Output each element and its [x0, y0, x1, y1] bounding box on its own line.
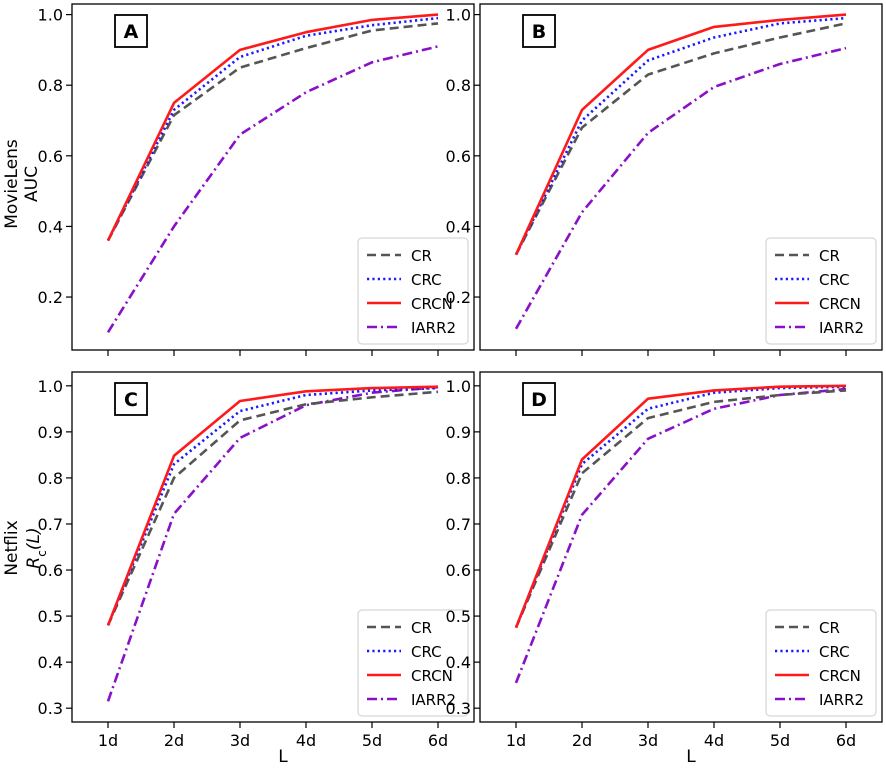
panel-d-series-crcn [514, 384, 847, 629]
panel-d-ytick-label: 0.7 [446, 515, 471, 534]
panel-c: 0.30.40.50.60.70.80.91.01d 2d 3d 4d 5d 6dCCRC… [38, 371, 475, 750]
panel-a-legend [357, 237, 469, 345]
panel-a-series-crc [106, 16, 439, 242]
row2-dataset-label: Netflix [2, 520, 22, 575]
panel-c-series-iarr2 [106, 385, 439, 702]
panel-b-series-crc [514, 16, 847, 256]
panel-b-legend-label-crcn: CRCN [819, 295, 861, 313]
panel-c-series-crcn [106, 385, 439, 626]
panel-d-legend-label-crcn: CRCN [819, 667, 861, 685]
panel-c-xtick-label: 3d [230, 731, 250, 750]
panel-c-ytick-label: 0.4 [38, 653, 63, 672]
panel-c-ytick-label: 0.9 [38, 423, 63, 442]
panel-a-series-cr [106, 22, 439, 242]
panel-d-letter: D [531, 389, 547, 411]
panel-a-series-iarr2 [106, 45, 439, 333]
panel-d-series-crc [514, 385, 847, 629]
x-axis-label-left: L [278, 747, 288, 767]
panel-c-ytick-label: 0.3 [38, 699, 63, 718]
panel-d-xtick-label: 5d [770, 731, 790, 750]
panel-d-legend-label-iarr2: IARR2 [819, 691, 864, 709]
panel-d-xtick-label: 1d [506, 731, 526, 750]
panel-d-xtick-label: 2d [572, 731, 592, 750]
panel-c-xtick-label: 1d [98, 731, 118, 750]
panel-b-legend [765, 237, 877, 345]
panel-c-legend-label-cr: CR [411, 619, 432, 637]
panel-a-legend-label-iarr2: IARR2 [411, 319, 456, 337]
panel-c-letter-box [114, 382, 148, 416]
row1-dataset-label: MovieLens [2, 139, 22, 229]
panel-b-letter: B [532, 21, 546, 43]
panel-a-ytick-label: 1.0 [38, 6, 63, 25]
panel-c-letter: C [124, 389, 138, 411]
panel-a-letter-box [114, 14, 148, 48]
panel-a-ytick-label: 0.4 [38, 217, 63, 236]
panel-c-ytick-label: 0.8 [38, 469, 63, 488]
panel-d-legend-label-crc: CRC [819, 643, 850, 661]
panel-b-legend-label-cr: CR [819, 247, 840, 265]
panel-c-xtick-label: 5d [362, 731, 382, 750]
panel-a-ytick-label: 0.2 [38, 288, 63, 307]
row1-metric-label: AUC [22, 166, 42, 202]
panel-c-legend-label-crc: CRC [411, 643, 442, 661]
panel-c-series-cr [106, 390, 439, 626]
panel-c-legend [357, 609, 469, 717]
panel-d-xtick-label: 3d [638, 731, 658, 750]
panel-b-ytick-label: 0.2 [446, 288, 471, 307]
panel-b-ytick-label: 1.0 [446, 6, 471, 25]
panel-a-legend-label-crc: CRC [411, 271, 442, 289]
panel-a-ytick-label: 0.8 [38, 76, 63, 95]
panel-d-xtick-label: 4d [704, 731, 724, 750]
panel-c-xtick-label: 6d [428, 731, 448, 750]
panel-d-legend-label-cr: CR [819, 619, 840, 637]
panel-b-letter-box [522, 14, 556, 48]
panel-a: 0.2 0.4 0.6 0.8 1.0 A CR CRC CRCN IARR2 [38, 3, 475, 356]
panel-b-series-cr [514, 22, 847, 256]
panel-d-ytick-label: 0.4 [446, 653, 471, 672]
panel-a-series-crcn [106, 13, 439, 242]
panel-b-ytick-label: 0.6 [446, 147, 471, 166]
panel-b: 0.2 0.4 0.6 0.8 1.0 B CR CRC CRCN IARR2 [446, 3, 883, 356]
row2-metric-label: Rc(L) [24, 527, 49, 568]
panel-d-series-cr [514, 389, 847, 629]
panel-d: 0.30.40.50.60.70.80.91.01d 2d 3d 4d 5d 6dDCRC… [446, 371, 883, 750]
panel-d-ytick-label: 1.0 [446, 377, 471, 396]
panel-b-ytick-label: 0.8 [446, 76, 471, 95]
panel-c-legend-label-iarr2: IARR2 [411, 691, 456, 709]
panel-d-ytick-label: 0.8 [446, 469, 471, 488]
panel-a-legend-label-crcn: CRCN [411, 295, 453, 313]
panel-c-ytick-label: 0.7 [38, 515, 63, 534]
panel-a-legend-label-cr: CR [411, 247, 432, 265]
panel-d-legend [765, 609, 877, 717]
x-axis-label-right: L [686, 747, 696, 767]
panel-c-legend-label-crcn: CRCN [411, 667, 453, 685]
panel-d-ytick-label: 0.3 [446, 699, 471, 718]
panel-c-series-crc [106, 386, 439, 626]
panel-b-ytick-label: 0.4 [446, 217, 471, 236]
panel-b-legend-label-iarr2: IARR2 [819, 319, 864, 337]
panel-c-xtick-label: 4d [296, 731, 316, 750]
panel-a-letter: A [124, 21, 139, 43]
panel-b-legend-label-crc: CRC [819, 271, 850, 289]
panel-d-ytick-label: 0.5 [446, 607, 471, 626]
panel-c-ytick-label: 1.0 [38, 377, 63, 396]
panel-d-xtick-label: 6d [836, 731, 856, 750]
panel-d-letter-box [522, 382, 556, 416]
panel-d-ytick-label: 0.9 [446, 423, 471, 442]
panel-a-ytick-label: 0.6 [38, 147, 63, 166]
panel-c-xtick-label: 2d [164, 731, 184, 750]
panel-c-ytick-label: 0.5 [38, 607, 63, 626]
panel-c-ytick-label: 0.6 [38, 561, 63, 580]
panel-d-ytick-label: 0.6 [446, 561, 471, 580]
panel-b-series-crcn [514, 13, 847, 256]
